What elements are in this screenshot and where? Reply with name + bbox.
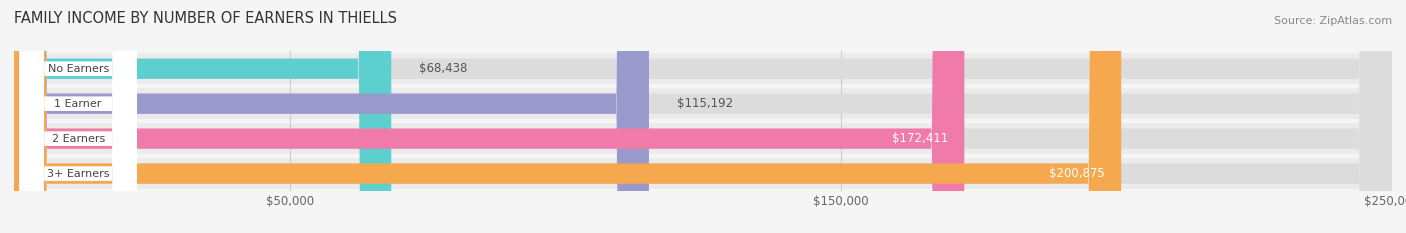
- FancyBboxPatch shape: [14, 0, 391, 233]
- FancyBboxPatch shape: [14, 0, 1392, 233]
- FancyBboxPatch shape: [14, 0, 1121, 233]
- FancyBboxPatch shape: [20, 0, 136, 233]
- Text: FAMILY INCOME BY NUMBER OF EARNERS IN THIELLS: FAMILY INCOME BY NUMBER OF EARNERS IN TH…: [14, 11, 396, 26]
- FancyBboxPatch shape: [14, 158, 1392, 189]
- FancyBboxPatch shape: [20, 0, 136, 233]
- FancyBboxPatch shape: [14, 88, 1392, 119]
- Text: Source: ZipAtlas.com: Source: ZipAtlas.com: [1274, 16, 1392, 26]
- Text: 3+ Earners: 3+ Earners: [46, 169, 110, 178]
- Text: No Earners: No Earners: [48, 64, 108, 74]
- FancyBboxPatch shape: [14, 0, 1392, 233]
- Text: $172,411: $172,411: [891, 132, 948, 145]
- FancyBboxPatch shape: [14, 123, 1392, 154]
- FancyBboxPatch shape: [20, 0, 136, 233]
- FancyBboxPatch shape: [14, 0, 650, 233]
- Text: 2 Earners: 2 Earners: [52, 134, 105, 144]
- FancyBboxPatch shape: [14, 0, 1392, 233]
- FancyBboxPatch shape: [14, 53, 1392, 84]
- Text: $68,438: $68,438: [419, 62, 467, 75]
- Text: $115,192: $115,192: [676, 97, 733, 110]
- FancyBboxPatch shape: [20, 0, 136, 233]
- FancyBboxPatch shape: [14, 0, 965, 233]
- FancyBboxPatch shape: [14, 0, 1392, 233]
- Text: $200,875: $200,875: [1049, 167, 1105, 180]
- Text: 1 Earner: 1 Earner: [55, 99, 101, 109]
